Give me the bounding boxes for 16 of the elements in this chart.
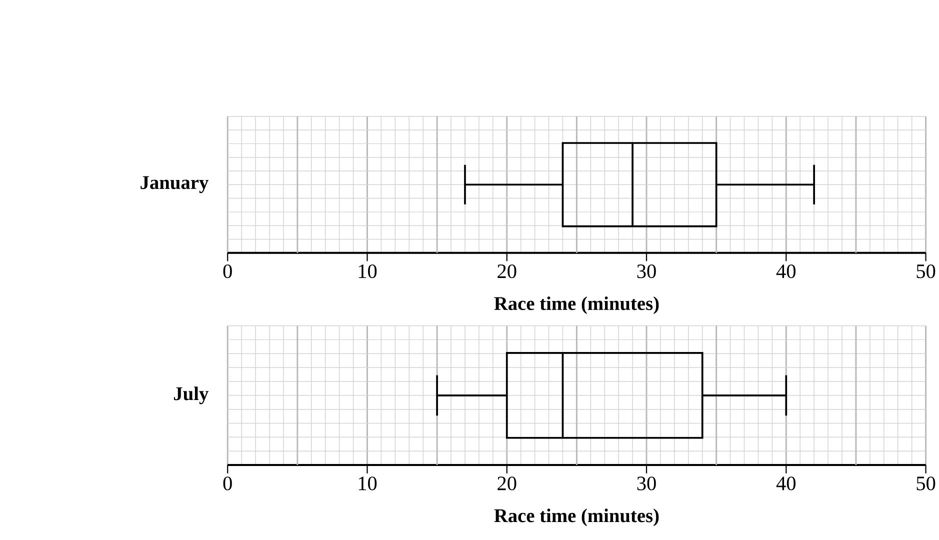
x-tick-label: 40 <box>776 476 796 491</box>
x-tick-label: 20 <box>498 476 516 491</box>
x-axis-title: Race time (minutes) <box>494 296 659 314</box>
x-tick-label: 0 <box>223 264 232 278</box>
x-tick-label: 10 <box>358 476 377 491</box>
y-tick-label: July <box>174 386 208 404</box>
x-tick-label: 40 <box>776 264 796 278</box>
y-tick-label: January <box>140 176 208 194</box>
x-tick-label: 50 <box>916 264 936 278</box>
x-tick-label: 0 <box>223 476 232 491</box>
x-tick-label: 50 <box>916 476 936 491</box>
x-tick-label: 20 <box>498 264 516 278</box>
x-tick-label: 10 <box>358 264 377 278</box>
x-tick-label: 30 <box>637 264 656 278</box>
x-axis-title: Race time (minutes) <box>494 508 659 526</box>
x-tick-label: 30 <box>637 476 656 491</box>
